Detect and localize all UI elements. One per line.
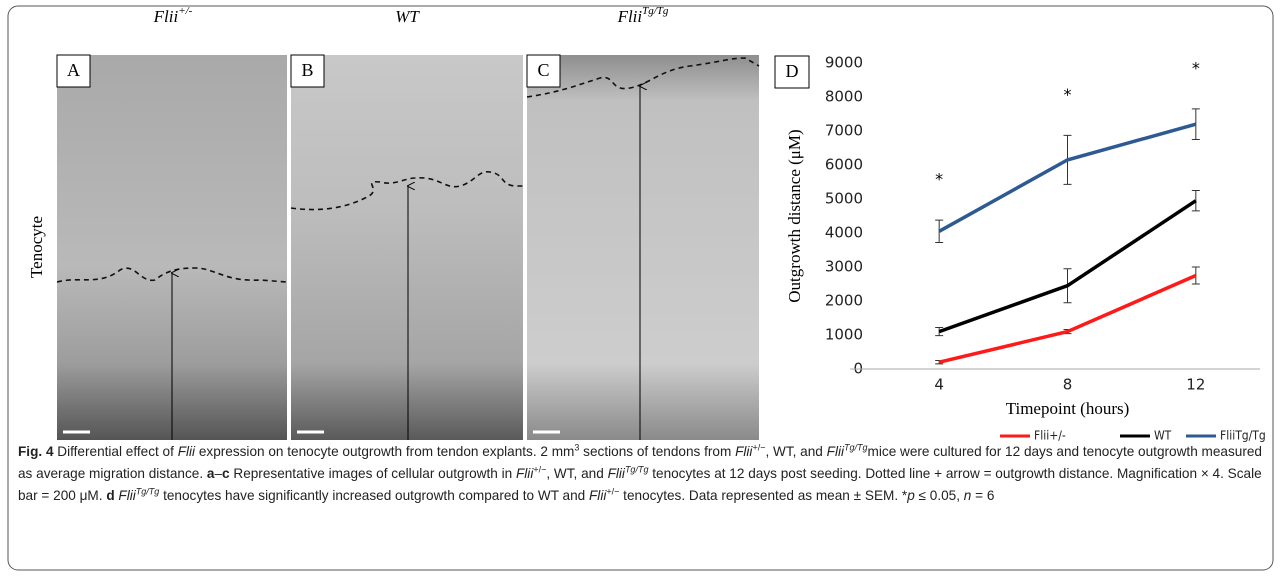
caption-text: +/− [752,442,766,453]
header-text: Flii [617,7,643,26]
caption-text: Flii [735,444,753,459]
caption-text: Flii [177,444,196,459]
legend-label: Flii+/- [1034,429,1066,443]
caption-text: sections of tendons from [579,444,736,459]
caption-text: Tg/Tg [136,486,160,496]
caption-text: – [214,466,223,481]
y-tick-label: 8000 [825,88,863,106]
legend-label: FliiTg/Tg [1220,429,1266,443]
caption-text: Tg/Tg [844,442,868,452]
row-label: Tenocyte [27,216,46,278]
caption-text: +/− [533,464,547,475]
y-tick-label: 9000 [825,54,863,72]
caption-text: expression on tenocyte outgrowth from te… [195,444,575,459]
caption-text: Flii [589,488,607,503]
caption-text: Flii [114,488,136,503]
micrograph [291,55,523,440]
header-sup: +/- [178,5,192,17]
caption-text: , WT, and [765,444,827,459]
y-axis-label: Outgrowth distance (μM) [785,129,804,302]
panel-letter-box [290,54,325,88]
y-tick-label: 2000 [825,292,863,310]
y-tick-label: 4000 [825,224,863,242]
caption-text: 3 [574,442,580,453]
x-tick-label: 12 [1186,376,1205,394]
outgrowth-boundary [290,171,523,211]
panel-letter: A [67,60,80,80]
legend-label: WT [1154,429,1172,443]
y-tick-label: 6000 [825,156,863,174]
caption-text: ≤ 0.05, [914,488,964,503]
panel-header: WT [395,7,420,26]
panel-letter: D [786,61,799,81]
micrograph [527,55,759,440]
y-tick-label: 7000 [825,122,863,140]
panel-header: Flii+/- [153,5,193,26]
caption: Fig. 4 Differential effect of Flii expre… [18,441,1266,507]
outgrowth-boundary [526,57,760,98]
x-tick-label: 8 [1063,376,1073,394]
caption-text: +/− [606,486,620,497]
significance-mark: * [935,170,943,189]
caption-text: Tg/Tg [625,464,649,474]
caption-text: , WT, and [546,466,608,481]
figure-border [7,5,1274,571]
header-text: Flii [153,7,179,26]
caption-text: n [963,488,972,503]
caption-text: Tg/Tg [844,442,868,453]
series-line [938,273,1197,364]
caption-text: mice were cultured for 12 days and tenoc… [18,444,1262,481]
caption-text: Flii [607,466,625,481]
caption-text: tenocytes. Data represented as mean ± SE… [619,488,908,503]
significance-mark: * [1192,58,1200,77]
caption-text: d [106,488,115,503]
y-tick-label: 5000 [825,190,863,208]
caption-text: Flii [515,466,534,481]
y-tick-label: 1000 [825,326,863,344]
caption-text: Tg/Tg [135,486,160,497]
x-axis-label: Timepoint (hours) [1006,399,1130,418]
y-tick-label: 3000 [825,258,863,276]
header-text: WT [395,7,420,26]
x-tick-label: 4 [934,376,944,394]
caption-text: Flii [826,444,845,459]
caption-text: Tg/Tg [624,464,649,475]
caption-text: Fig. 4 [18,444,54,459]
caption-text: p [907,488,915,503]
caption-text: Representative images of cellular outgro… [229,466,516,481]
caption-text: a [206,466,215,481]
header-sup: Tg/Tg [642,5,669,17]
caption-text: = 6 [971,488,995,503]
series-line [938,122,1197,233]
caption-text: tenocytes have significantly increased o… [159,488,589,503]
caption-text: Differential effect of [53,444,178,459]
series-line [938,199,1197,334]
panel-header: FliiTg/Tg [617,5,669,26]
panel-letter-box [774,55,810,89]
caption-text: c [222,466,230,481]
panel-letter: B [301,60,313,80]
panel-letter-box [56,54,91,88]
panel-letter: C [537,60,549,80]
outgrowth-boundary [56,267,288,283]
caption-text: tenocytes at 12 days post seeding. Dotte… [18,466,1262,503]
panel-letter-box [526,54,561,88]
significance-mark: * [1064,85,1072,104]
